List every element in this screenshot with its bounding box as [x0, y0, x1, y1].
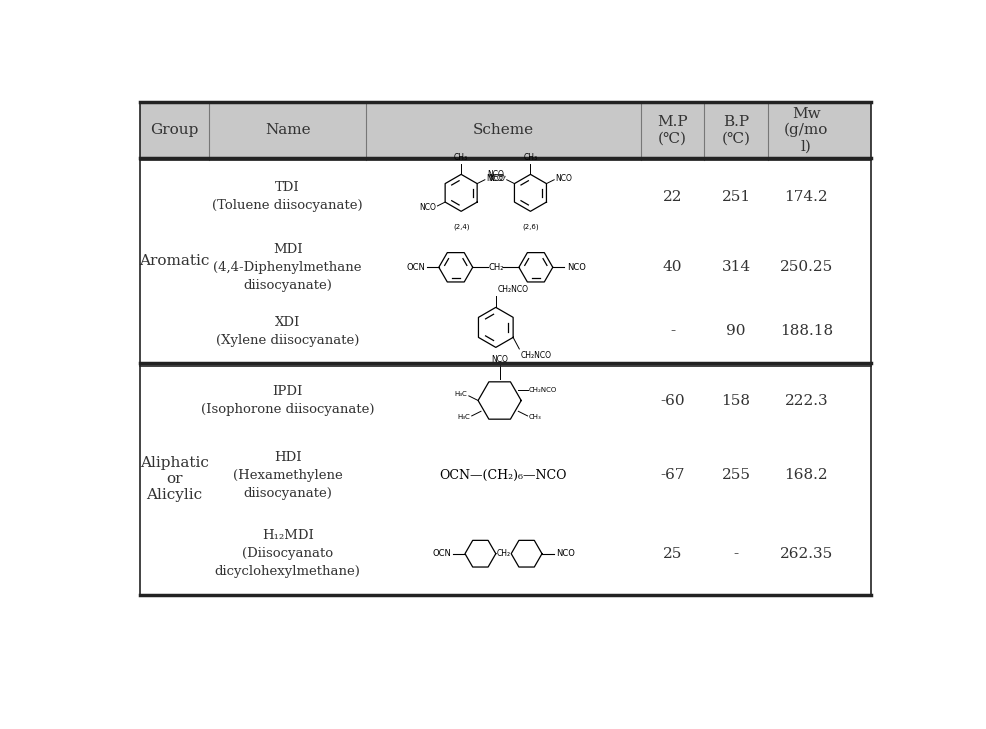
- Text: 262.35: 262.35: [780, 547, 833, 561]
- Text: Mw
(g/mo
l): Mw (g/mo l): [784, 106, 828, 154]
- Text: NCO: NCO: [486, 174, 503, 184]
- Text: 174.2: 174.2: [785, 190, 828, 203]
- Text: CH₂: CH₂: [488, 262, 504, 272]
- Text: 222.3: 222.3: [785, 394, 828, 408]
- Text: CH₃: CH₃: [455, 153, 468, 162]
- Text: NCO,: NCO,: [488, 170, 507, 179]
- Text: -: -: [669, 324, 675, 338]
- Text: NCO: NCO: [556, 174, 573, 184]
- Text: CH₂NCO: CH₂NCO: [521, 351, 552, 360]
- Text: MDI
(4,4-Diphenylmethane
diisocyanate): MDI (4,4-Diphenylmethane diisocyanate): [213, 243, 362, 292]
- Text: M.P
(℃): M.P (℃): [657, 115, 688, 145]
- Text: 25: 25: [663, 547, 682, 561]
- Text: OCN: OCN: [406, 262, 425, 272]
- Text: H₁₂MDI
(Diisocyanato
dicyclohexylmethane): H₁₂MDI (Diisocyanato dicyclohexylmethane…: [215, 529, 361, 578]
- Text: NCO: NCO: [419, 203, 436, 212]
- Text: NCO: NCO: [556, 549, 575, 558]
- Text: IPDI
(Isophorone diisocyanate): IPDI (Isophorone diisocyanate): [201, 385, 375, 416]
- Text: CH₂: CH₂: [496, 549, 511, 558]
- Bar: [140, 102, 871, 158]
- Text: NCO: NCO: [567, 262, 586, 272]
- Text: 255: 255: [722, 468, 750, 482]
- Text: 250.25: 250.25: [780, 260, 833, 274]
- Text: CH₂NCO: CH₂NCO: [498, 284, 529, 294]
- Text: 22: 22: [663, 190, 682, 203]
- Text: 168.2: 168.2: [785, 468, 828, 482]
- Text: CH₃: CH₃: [529, 415, 542, 421]
- Text: NCO: NCO: [491, 354, 508, 364]
- Text: B.P
(℃): B.P (℃): [722, 115, 750, 145]
- Text: 251: 251: [722, 190, 750, 203]
- Text: -: -: [734, 547, 739, 561]
- Text: Aromatic: Aromatic: [139, 254, 209, 268]
- Text: -67: -67: [661, 468, 684, 482]
- Text: 314: 314: [722, 260, 750, 274]
- Text: Scheme: Scheme: [473, 123, 534, 137]
- Text: 188.18: 188.18: [780, 324, 833, 338]
- Text: OCN—(CH₂)₆—NCO: OCN—(CH₂)₆—NCO: [440, 469, 567, 482]
- Text: HDI
(Hexamethylene
diisocyanate): HDI (Hexamethylene diisocyanate): [233, 451, 342, 499]
- Text: TDI
(Toluene diisocyanate): TDI (Toluene diisocyanate): [212, 182, 363, 212]
- Text: 158: 158: [722, 394, 750, 408]
- Text: Group: Group: [150, 123, 198, 137]
- Text: 90: 90: [727, 324, 745, 338]
- Text: 40: 40: [663, 260, 682, 274]
- Text: H₃C: H₃C: [458, 415, 470, 421]
- Text: CH₃: CH₃: [524, 153, 537, 162]
- Text: Name: Name: [265, 123, 311, 137]
- Text: Aliphatic
or
Alicylic: Aliphatic or Alicylic: [140, 456, 209, 502]
- Text: NCO: NCO: [488, 174, 505, 184]
- Text: (2,4): (2,4): [453, 224, 469, 230]
- Text: XDI
(Xylene diisocyanate): XDI (Xylene diisocyanate): [216, 316, 359, 347]
- Text: CH₂NCO: CH₂NCO: [529, 386, 557, 393]
- Text: OCN: OCN: [432, 549, 452, 558]
- Text: (2,6): (2,6): [523, 224, 538, 230]
- Text: H₃C: H₃C: [455, 391, 467, 397]
- Text: -60: -60: [661, 394, 685, 408]
